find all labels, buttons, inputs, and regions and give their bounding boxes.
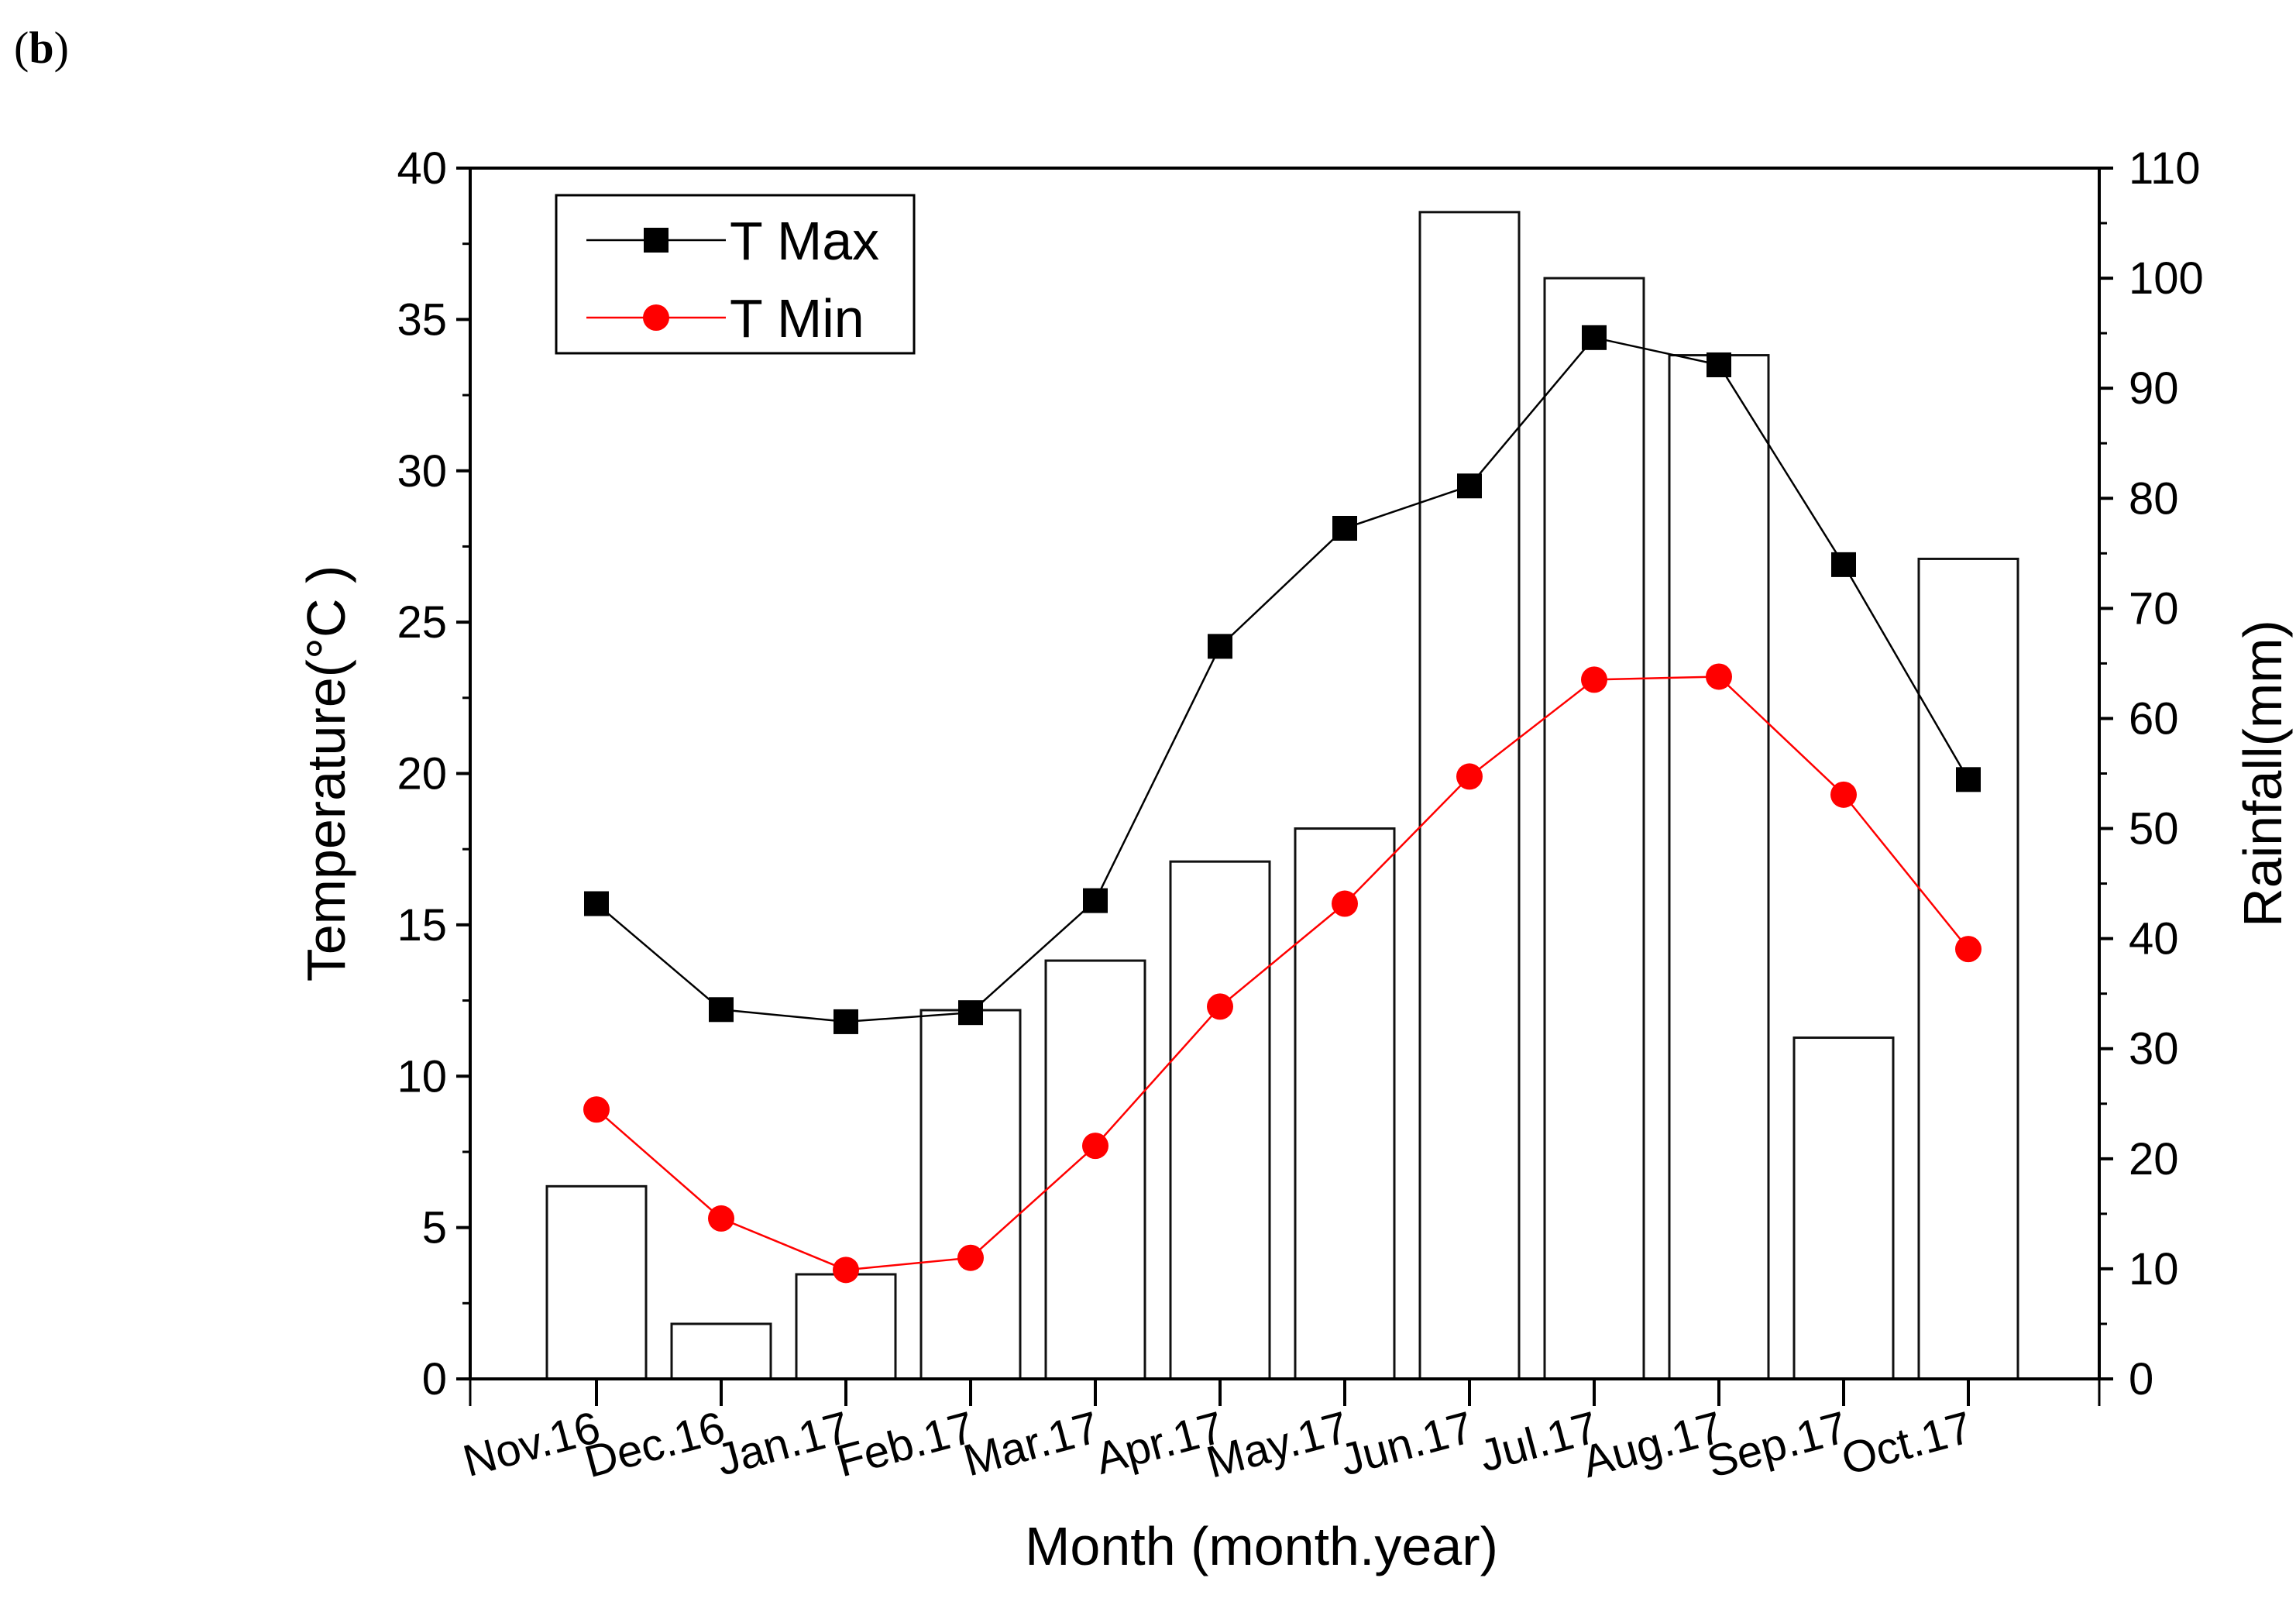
legend-t-min-label: T Min bbox=[730, 288, 864, 349]
left-axis-tick-label: 10 bbox=[397, 1051, 447, 1102]
t-max-point bbox=[1582, 325, 1607, 350]
rainfall-bars bbox=[545, 211, 2019, 1380]
t-min-line bbox=[596, 676, 1969, 1271]
rainfall-bar bbox=[1543, 277, 1645, 1380]
panel-label: (b) bbox=[14, 22, 69, 73]
rainfall-bar bbox=[1668, 354, 1770, 1380]
t-min-point bbox=[708, 1205, 734, 1232]
t-max-point bbox=[709, 997, 734, 1023]
x-axis-tick-label: Mar.17 bbox=[958, 1402, 1104, 1487]
x-axis-tick-label: Feb.17 bbox=[831, 1402, 979, 1487]
rainfall-bar bbox=[795, 1273, 897, 1380]
left-axis-tick-label: 0 bbox=[422, 1354, 447, 1404]
left-axis-tick-label: 40 bbox=[397, 143, 447, 194]
right-axis-tick-label: 50 bbox=[2129, 804, 2179, 854]
t-min-point bbox=[1581, 666, 1607, 693]
t-min-point bbox=[583, 1096, 610, 1123]
rainfall-bar bbox=[1792, 1036, 1895, 1380]
x-axis-tick-label: May.17 bbox=[1201, 1402, 1353, 1488]
rainfall-bar bbox=[545, 1184, 648, 1380]
legend-t-max-marker bbox=[644, 228, 669, 253]
x-axis-tick-label: Jun.17 bbox=[1335, 1402, 1478, 1486]
rainfall-bar bbox=[919, 1009, 1022, 1380]
x-axis-tick-label: Dec.16 bbox=[579, 1402, 730, 1487]
right-axis-tick-label: 100 bbox=[2129, 253, 2204, 304]
panel-letter: b bbox=[29, 22, 54, 73]
t-min-point bbox=[1955, 936, 1982, 963]
t-min-point bbox=[1207, 993, 1233, 1020]
x-axis-tick-label: Sep.17 bbox=[1702, 1402, 1852, 1487]
legend: T Max T Min bbox=[555, 194, 916, 355]
rainfall-bar bbox=[1044, 959, 1146, 1380]
left-axis-tick-label: 35 bbox=[397, 294, 447, 345]
legend-t-max-label: T Max bbox=[730, 211, 879, 271]
t-max-line bbox=[596, 336, 1970, 1023]
right-axis-tick-label: 110 bbox=[2129, 143, 2200, 194]
t-max-point bbox=[1831, 552, 1856, 577]
legend-box bbox=[555, 194, 916, 355]
t-max-point bbox=[834, 1009, 858, 1034]
left-axis-tick-label: 15 bbox=[397, 900, 447, 951]
t-min-point bbox=[1706, 663, 1732, 690]
t-min-point bbox=[957, 1244, 984, 1271]
legend-t-min-marker bbox=[643, 304, 669, 331]
left-axis-tick-label: 30 bbox=[397, 446, 447, 497]
t-min-point bbox=[833, 1257, 859, 1284]
rainfall-bar bbox=[1418, 211, 1521, 1380]
right-axis-tick-label: 30 bbox=[2129, 1024, 2179, 1074]
t-max-point bbox=[1457, 473, 1482, 499]
t-max-point bbox=[1332, 515, 1357, 541]
right-axis-tick-label: 10 bbox=[2129, 1244, 2179, 1294]
left-axis-tick-label: 5 bbox=[422, 1203, 447, 1253]
t-min-point bbox=[1456, 763, 1483, 790]
right-axis-tick-label: 0 bbox=[2129, 1354, 2153, 1404]
rainfall-bar bbox=[1294, 827, 1396, 1380]
x-axis-title: Month (month.year) bbox=[1025, 1516, 1498, 1576]
right-axis-tick-label: 80 bbox=[2129, 473, 2179, 524]
left-axis-tick-label: 20 bbox=[397, 749, 447, 799]
temperature-lines bbox=[583, 325, 1982, 1284]
t-min-point bbox=[1830, 781, 1857, 808]
t-max-point bbox=[1083, 888, 1108, 913]
right-axis-title: Rainfall(mm) bbox=[2232, 620, 2293, 927]
rainfall-bar bbox=[670, 1322, 772, 1380]
t-max-point bbox=[1956, 767, 1981, 792]
t-min-point bbox=[1082, 1133, 1108, 1160]
right-axis-tick-label: 40 bbox=[2129, 914, 2179, 964]
x-axis-tick-label: Oct.17 bbox=[1837, 1402, 1978, 1485]
t-max-point bbox=[584, 891, 609, 916]
right-axis-tick-label: 60 bbox=[2129, 693, 2179, 744]
left-axis-tick-label: 25 bbox=[397, 597, 447, 648]
t-max-point bbox=[1208, 634, 1232, 659]
t-max-point bbox=[1707, 352, 1731, 377]
t-max-point bbox=[958, 1000, 983, 1026]
right-axis-tick-label: 70 bbox=[2129, 583, 2179, 634]
right-axis-tick-label: 20 bbox=[2129, 1134, 2179, 1184]
rainfall-bar bbox=[1169, 860, 1271, 1380]
rainfall-bar bbox=[1917, 557, 2019, 1380]
right-axis-tick-label: 90 bbox=[2129, 363, 2179, 414]
t-min-point bbox=[1332, 890, 1358, 917]
left-axis-title: Temperature(°C ) bbox=[296, 566, 356, 982]
